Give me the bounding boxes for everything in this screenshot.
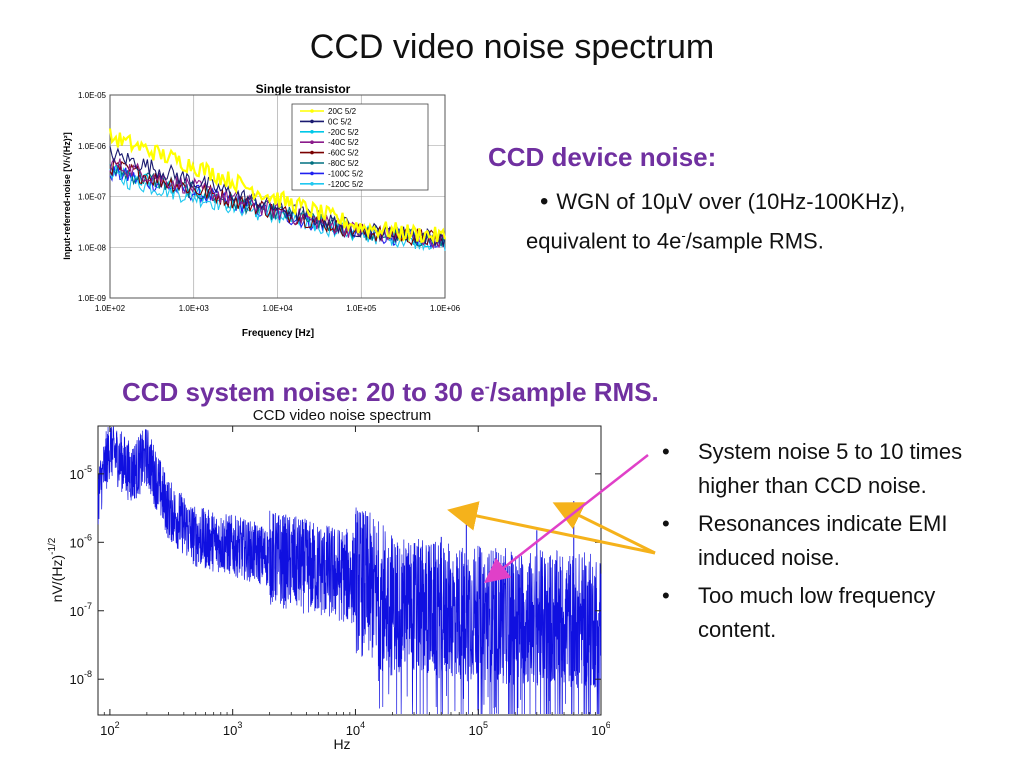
chart1-legend-label: -40C 5/2 [328,138,359,147]
chart1-series-0c-5-2 [109,146,446,247]
bullet-dot: • [662,439,670,464]
chart1-legend-box [291,103,429,191]
bullet-dot: • [662,511,670,536]
bullet-text-resonances: Resonances indicate EMI induced noise. [698,511,948,570]
chart1-legend-marker [310,171,314,176]
chart1-legend-marker [310,182,314,186]
chart2-spectrum-series [97,426,602,715]
device-noise-superscript: - [681,228,686,243]
chart1-x-tick-label: 1.0E+03 [179,304,210,313]
chart2-y-axis-label: nV/(Hz)-1/2 [47,537,65,602]
chart1-plot-frame [109,94,446,299]
chart1-legend-label: -80C 5/2 [328,159,359,168]
chart1-legend-item: -40C 5/2 [300,138,359,147]
bullet-dot: • [662,583,670,608]
chart1-x-axis-label: Frequency [Hz] [242,328,314,339]
chart1-legend-item: 0C 5/2 [300,117,352,126]
slide-title: CCD video noise spectrum [309,28,715,66]
chart1-legend-marker [310,109,314,113]
system-noise-heading-pre: CCD system noise: 20 to 30 e [122,377,485,407]
bullet-item: • Too much low frequency content. [660,579,1000,647]
chart1-legend-label: -100C 5/2 [328,169,364,178]
chart1-legend-item: -120C 5/2 [300,180,364,189]
chart1-legend: 20C 5/20C 5/2 -20C 5/2-40C 5/2 -60C 5/2-80… [291,103,429,191]
chart1-y-tick-label: 1.0E-08 [78,243,107,252]
ccd-noise-spectrum-chart: CCD video noise spectrum 10-5 10-6 10-7 10-… [47,407,610,752]
device-noise-bullet: • WGN of 10µV over (10Hz-100KHz), equival… [526,185,1010,258]
bullet-text-low-frequency: Too much low frequency content. [698,583,936,642]
chart2-x-tick-label: 106 [591,720,610,738]
system-noise-superscript: - [484,378,490,396]
device-noise-bullet-line2-post: /sample RMS. [685,228,824,254]
chart1-series--40c-5-2 [109,157,446,250]
chart2-x-tick-label: 105 [468,720,487,738]
chart2-y-tick-label: 10-8 [70,669,92,687]
chart1-title: Single transistor [256,82,351,96]
chart2-y-axis-label-exponent: -1/2 [47,537,58,555]
chart1-y-tick-label: 1.0E-07 [78,193,107,202]
chart1-legend-label: -60C 5/2 [328,149,359,158]
bullet-item: • Resonances indicate EMI induced noise. [660,507,1000,575]
chart2-y-axis-label-text: nV/(Hz) [49,555,65,602]
device-noise-bullet-line2-pre: equivalent to 4e [526,228,682,254]
device-noise-bullet-line1: WGN of 10µV over (10Hz-100KHz), [556,189,906,214]
chart2-x-axis-label: Hz [333,736,350,752]
chart1-x-tick-label: 1.0E+04 [262,304,293,313]
system-noise-heading: CCD system noise: 20 to 30 e-/sample RMS… [122,377,659,408]
chart2-x-tick-label: 103 [223,720,242,738]
chart1-y-axis-label: Input-referred-noise [V/√(Hz)²] [62,132,72,259]
svg-text:nV/(Hz)-1/2: nV/(Hz)-1/2 [47,537,65,602]
chart1-y-tick-label: 1.0E-06 [78,142,107,151]
chart1-legend-item: -80C 5/2 [300,159,359,168]
chart2-y-tick-label: 10-5 [70,464,92,482]
device-noise-heading: CCD device noise: [488,142,717,172]
chart1-legend-marker [310,161,314,165]
chart1-legend-marker [310,140,314,144]
chart1-x-tick-label: 1.0E+06 [430,304,461,313]
chart2-y-tick-label: 10-6 [70,532,92,550]
chart2-x-tick-label: 104 [346,720,365,738]
chart1-legend-item: 20C 5/2 [300,107,357,116]
chart1-y-tick-label: 1.0E-09 [78,294,107,303]
chart1-legend-marker [310,119,314,124]
chart1-legend-label: -120C 5/2 [328,180,364,189]
bullet-text-system-noise: System noise 5 to 10 times higher than C… [698,439,963,498]
chart1-legend-label: -20C 5/2 [328,128,359,137]
chart1-legend-label: 0C 5/2 [328,117,352,126]
chart1-legend-marker [310,130,314,134]
chart1-x-tick-label: 1.0E+02 [95,304,126,313]
single-transistor-chart: Single transistor 1.0E-05 1.0E-06 1.0E-07 1… [62,82,461,339]
chart2-title: CCD video noise spectrum [253,407,431,424]
chart1-x-tick-label: 1.0E+05 [346,304,377,313]
bullet-list: • System noise 5 to 10 times higher than … [660,435,1000,651]
chart1-series-20c-5-2 [108,128,447,245]
chart2-y-tick-label: 10-7 [70,601,92,619]
chart1-legend-label: 20C 5/2 [328,107,357,116]
chart2-x-tick-label: 102 [100,720,119,738]
chart1-legend-item: -20C 5/2 [300,128,359,137]
chart1-legend-item: -60C 5/2 [300,149,359,158]
chart1-legend-item: -100C 5/2 [300,169,364,178]
system-noise-heading-post: /sample RMS. [489,377,659,407]
chart1-y-tick-label: 1.0E-05 [78,91,107,100]
bullet-dot: • [540,188,549,215]
bullet-item: • System noise 5 to 10 times higher than … [660,435,1000,503]
chart1-legend-marker [310,150,314,155]
